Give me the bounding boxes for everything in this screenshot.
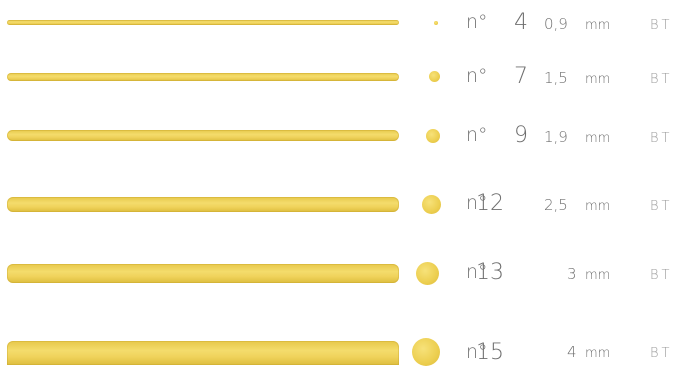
diameter-unit: mm <box>585 346 611 361</box>
pasta-row: n° 4 0,9 mm BT <box>0 12 681 34</box>
brand-label: BT <box>650 18 673 33</box>
diameter-value: 2,5 <box>544 196 568 214</box>
number-prefix: n° <box>466 261 488 283</box>
diameter-unit: mm <box>585 18 611 33</box>
spaghetti-rod <box>7 197 399 212</box>
size-number: 4 <box>514 10 528 35</box>
number-prefix: n° <box>466 124 488 146</box>
cross-section-dot <box>422 195 441 214</box>
diameter-value: 1,9 <box>544 128 568 146</box>
cross-section-dot <box>426 129 440 143</box>
diameter-value: 3 <box>567 265 577 283</box>
cross-section-dot <box>412 338 440 366</box>
diameter-unit: mm <box>585 199 611 214</box>
diameter-value: 0,9 <box>544 15 568 33</box>
brand-label: BT <box>650 131 673 146</box>
size-number: 13 <box>476 260 504 285</box>
brand-label: BT <box>650 268 673 283</box>
spaghetti-rod <box>7 341 399 365</box>
number-prefix: n° <box>466 341 488 363</box>
pasta-row: n° 9 1,9 mm BT <box>0 124 681 148</box>
diameter-unit: mm <box>585 72 611 87</box>
number-prefix: n° <box>466 11 488 33</box>
spaghetti-rod <box>7 130 399 141</box>
pasta-row: n° 7 1,5 mm BT <box>0 66 681 88</box>
size-number: 7 <box>514 64 528 89</box>
pasta-row: n° 12 2,5 mm BT <box>0 190 681 218</box>
size-number: 15 <box>476 340 504 365</box>
spaghetti-rod <box>7 73 399 81</box>
diameter-unit: mm <box>585 268 611 283</box>
brand-label: BT <box>650 346 673 361</box>
spaghetti-rod <box>7 264 399 283</box>
number-prefix: n° <box>466 65 488 87</box>
diameter-value: 4 <box>567 343 577 361</box>
brand-label: BT <box>650 199 673 214</box>
diameter-value: 1,5 <box>544 69 568 87</box>
size-number: 9 <box>514 123 528 148</box>
brand-label: BT <box>650 72 673 87</box>
size-number: 12 <box>476 191 504 216</box>
pasta-row: n° 15 4 mm BT <box>0 334 681 366</box>
diameter-unit: mm <box>585 131 611 146</box>
number-prefix: n° <box>466 192 488 214</box>
cross-section-dot <box>416 262 439 285</box>
cross-section-dot <box>434 21 438 25</box>
spaghetti-rod <box>7 20 399 25</box>
cross-section-dot <box>429 71 440 82</box>
pasta-row: n° 13 3 mm BT <box>0 258 681 288</box>
